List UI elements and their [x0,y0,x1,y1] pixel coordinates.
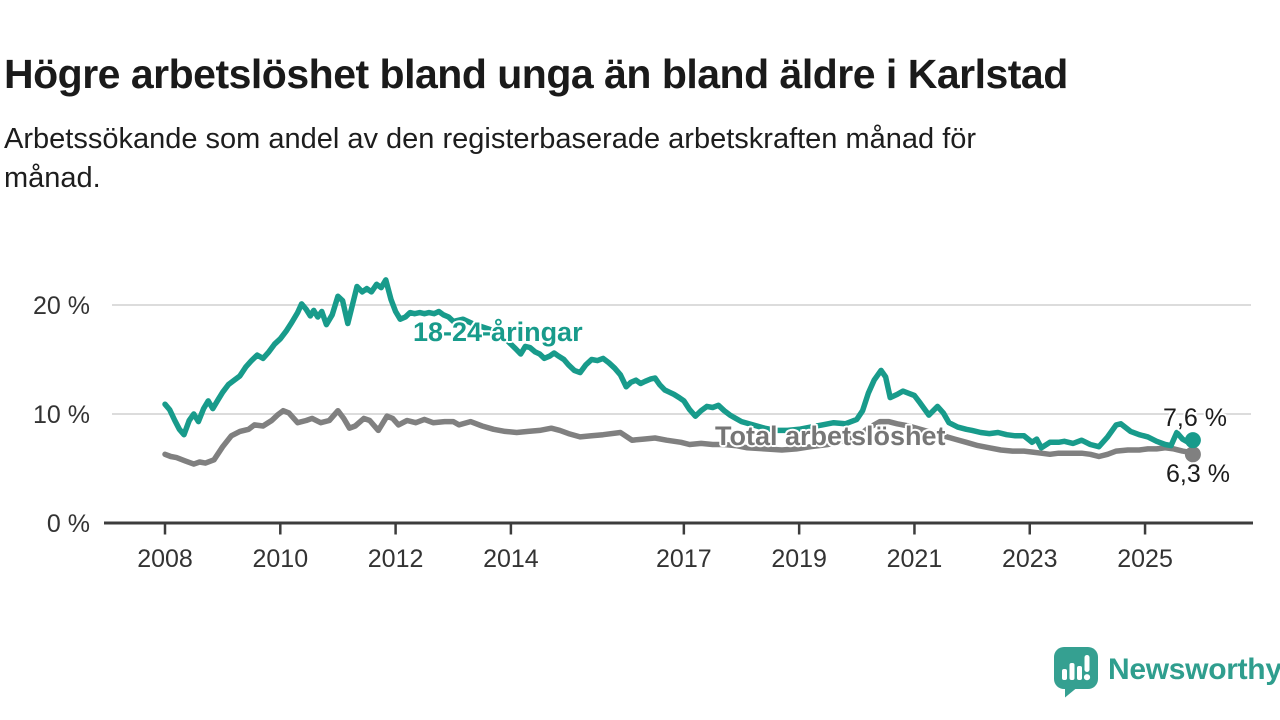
series-line-18-24-åringar [162,277,1196,451]
end-value-label-18-24: 7,6 % [1163,404,1227,432]
newsworthy-wordmark: Newsworthy [1108,653,1280,686]
x-axis-tick-label: 2014 [483,545,539,573]
series-label-18-24: 18-24-åringar [413,317,583,347]
x-axis-tick-label: 2023 [1002,545,1058,573]
end-value-label-total: 6,3 % [1166,460,1230,488]
x-axis-tick-label: 2012 [368,545,424,573]
x-axis-tick-label: 2010 [252,545,308,573]
newsworthy-logo-icon [1054,647,1098,698]
x-axis-tick-label: 2021 [887,545,943,573]
x-axis-tick-label: 2017 [656,545,712,573]
x-axis-tick-label: 2025 [1117,545,1173,573]
series-line-Total arbetslöshet [162,407,1196,467]
x-axis-tick-label: 2019 [771,545,827,573]
x-axis-tick-label: 2008 [137,545,193,573]
y-axis-tick-label: 0 % [47,510,90,538]
chart-subtitle: Arbetssökande som andel av den registerb… [4,120,1204,198]
y-axis-tick-label: 10 % [33,401,90,429]
end-dot-Total arbetslöshet [1184,446,1201,463]
chart-subtitle-line2: månad. [4,162,101,194]
chart-title: Högre arbetslöshet bland unga än bland ä… [4,51,1068,98]
series-label-total: Total arbetslöshet [715,421,946,451]
newsworthy-logo[interactable]: Newsworthy [1053,646,1280,698]
chart-subtitle-line1: Arbetssökande som andel av den registerb… [4,123,977,155]
end-dot-18-24-åringar [1184,432,1201,449]
y-axis-tick-label: 20 % [33,292,90,320]
